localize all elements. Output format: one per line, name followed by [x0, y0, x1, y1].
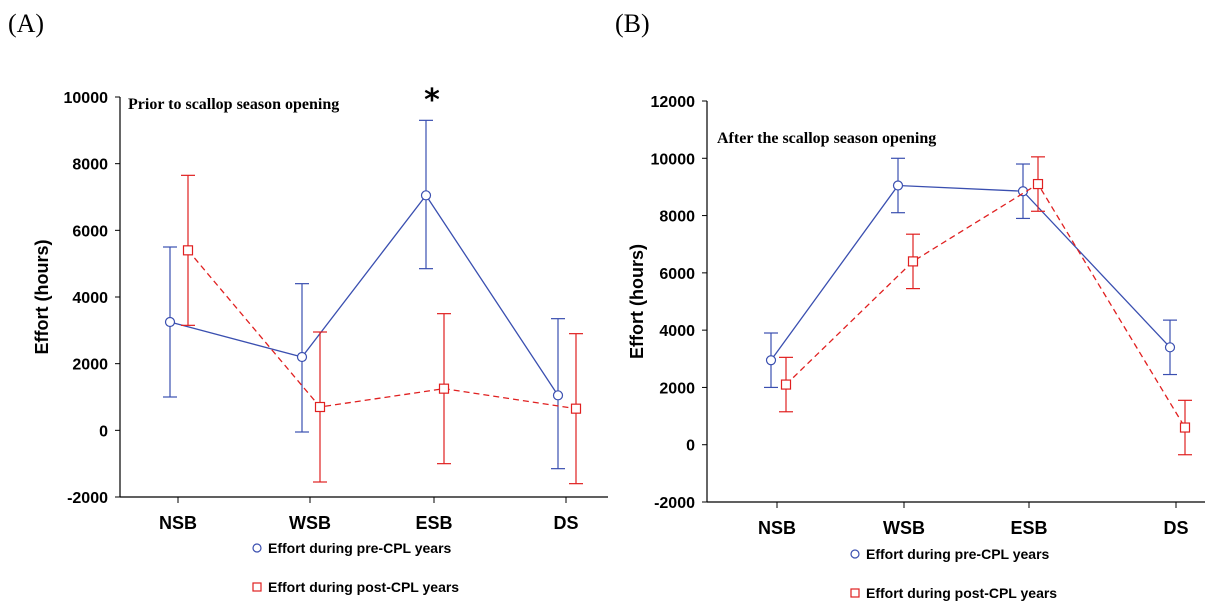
- data-point-circle: [892, 180, 904, 191]
- series-pre-cpl: [764, 157, 1177, 389]
- data-point-circle: [552, 390, 564, 401]
- y-tick-label: 2000: [72, 357, 108, 374]
- y-tick-label: 0: [686, 438, 695, 455]
- legend-label: Effort during post-CPL years: [268, 579, 459, 595]
- chart-panel-a: (A) -2000 0 2000 4000 6000 8000 10000 NSB WSB ESB D…: [8, 9, 608, 595]
- chart-title: After the scallop season opening: [717, 130, 936, 147]
- series-line: [187, 249, 577, 410]
- y-tick-label: 2000: [659, 380, 695, 397]
- data-point-circle: [164, 316, 176, 328]
- data-point-square: [438, 383, 450, 394]
- x-tick-label: NSB: [159, 513, 197, 533]
- legend-label: Effort during pre-CPL years: [268, 540, 452, 556]
- y-tick-label: 0: [99, 423, 108, 440]
- series-post-cpl: [181, 174, 583, 485]
- y-tick-label: 12000: [651, 94, 696, 111]
- chart-panel-b: (B) -2000 0 2000 4000 6000 8000 10000 12000 NSB WS…: [615, 9, 1205, 601]
- x-tick-label: ESB: [1010, 518, 1047, 538]
- y-axis-label: Effort (hours): [627, 244, 647, 359]
- data-point-square: [314, 401, 326, 413]
- significance-marker: *: [424, 83, 440, 118]
- x-tick-label: WSB: [883, 518, 925, 538]
- data-point-circle: [420, 190, 432, 201]
- y-tick-label: 6000: [72, 223, 108, 240]
- legend-marker-circle: [252, 543, 262, 553]
- data-point-square: [570, 403, 582, 414]
- legend-label: Effort during post-CPL years: [866, 585, 1057, 601]
- y-tick-label: 4000: [659, 323, 695, 340]
- y-tick-label: 6000: [659, 266, 695, 283]
- series-line: [785, 183, 1186, 428]
- x-tick-label: DS: [553, 513, 578, 533]
- data-point-square: [182, 245, 194, 256]
- data-point-square: [1032, 178, 1044, 190]
- legend-label: Effort during pre-CPL years: [866, 546, 1050, 562]
- y-tick-label: 4000: [72, 290, 108, 307]
- data-point-circle: [296, 351, 308, 363]
- data-point-square: [1179, 422, 1191, 433]
- series-line: [770, 184, 1171, 361]
- y-tick-label: 8000: [72, 157, 108, 174]
- y-tick-label: -2000: [654, 495, 695, 512]
- series-pre-cpl: [163, 119, 565, 470]
- y-tick-label: 10000: [651, 151, 696, 168]
- y-axis-label: Effort (hours): [32, 240, 52, 355]
- legend-marker-square: [252, 582, 262, 592]
- x-tick-label: WSB: [289, 513, 331, 533]
- y-tick-label: 8000: [659, 209, 695, 226]
- legend: Effort during pre-CPL years Effort during…: [252, 540, 459, 595]
- legend-marker-circle: [850, 549, 860, 559]
- panel-label: (A): [8, 9, 44, 38]
- y-tick-label: 10000: [64, 90, 109, 107]
- series-line: [169, 194, 559, 396]
- data-point-circle: [1164, 342, 1176, 353]
- x-tick-label: ESB: [415, 513, 452, 533]
- data-point-square: [907, 256, 919, 267]
- data-point-square: [780, 379, 792, 390]
- panel-label: (B): [615, 9, 650, 38]
- legend-marker-square: [850, 588, 860, 598]
- series-post-cpl: [779, 156, 1192, 456]
- y-tick-label: -2000: [67, 490, 108, 507]
- x-tick-label: DS: [1163, 518, 1188, 538]
- chart-title: Prior to scallop season opening: [128, 96, 339, 113]
- legend: Effort during pre-CPL years Effort during…: [850, 546, 1057, 601]
- data-point-circle: [765, 355, 777, 366]
- x-tick-label: NSB: [758, 518, 796, 538]
